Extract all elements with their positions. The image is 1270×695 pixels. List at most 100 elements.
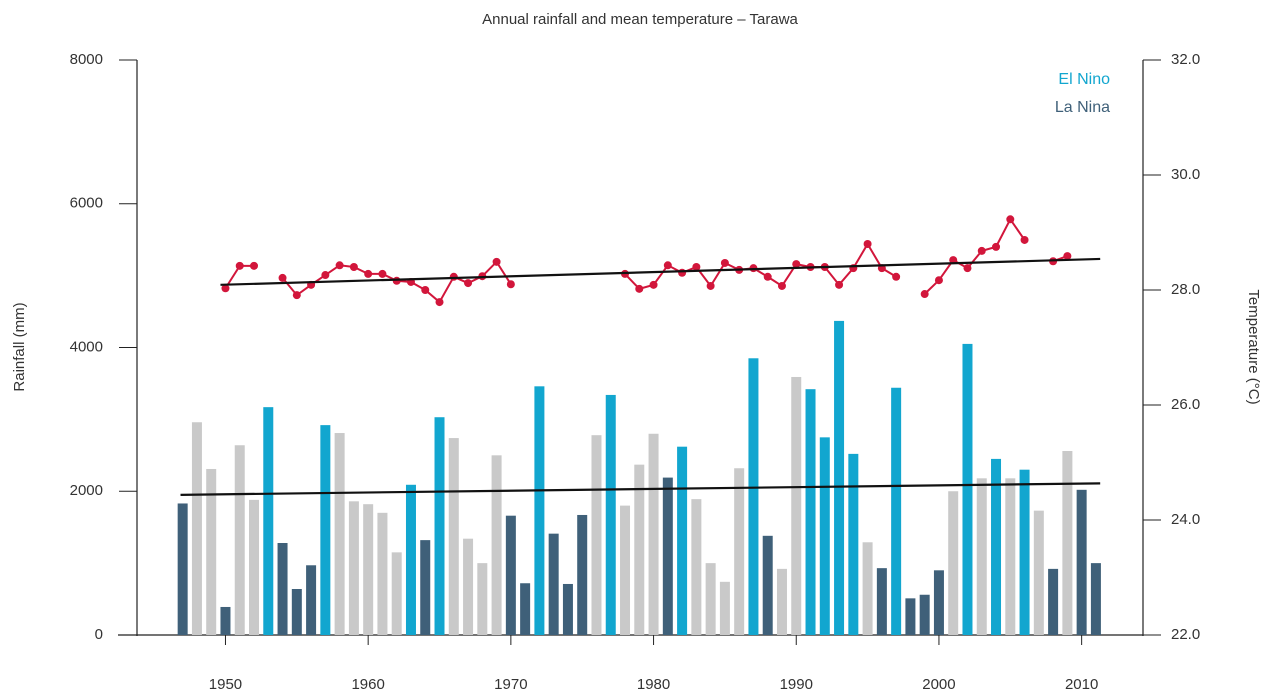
y2-tick-label: 22.0 bbox=[1171, 626, 1200, 643]
bar bbox=[876, 568, 887, 635]
bar bbox=[591, 435, 602, 635]
temperature-point bbox=[792, 260, 801, 269]
y-tick-label: 4000 bbox=[70, 338, 103, 355]
temperature-point bbox=[1063, 252, 1072, 261]
temperature-line bbox=[224, 217, 1068, 304]
bar bbox=[762, 535, 773, 635]
y-axis-label: Rainfall (mm) bbox=[11, 302, 28, 391]
bar bbox=[962, 343, 973, 635]
bar bbox=[1076, 489, 1087, 635]
temperature-point bbox=[863, 240, 872, 248]
temperature-point bbox=[221, 284, 230, 293]
x-tick-label: 2000 bbox=[922, 676, 955, 693]
bar bbox=[677, 446, 688, 635]
y2-tick-label: 30.0 bbox=[1171, 166, 1200, 183]
temperature-point bbox=[378, 269, 387, 278]
bar bbox=[1048, 568, 1059, 635]
bar bbox=[734, 468, 745, 635]
bar bbox=[1033, 510, 1044, 635]
bar bbox=[377, 512, 388, 635]
bar bbox=[577, 514, 588, 635]
temperature-point bbox=[321, 271, 330, 280]
x-tick-label: 1980 bbox=[637, 676, 670, 693]
bar bbox=[448, 438, 459, 635]
bar bbox=[348, 501, 359, 635]
bar bbox=[648, 433, 659, 635]
temperature-point bbox=[977, 246, 986, 255]
temperature-point bbox=[706, 281, 715, 290]
y2-axis-label: Temperature (°C) bbox=[1245, 289, 1262, 404]
temperature-point bbox=[949, 256, 958, 265]
temperature-point bbox=[763, 272, 772, 281]
bar bbox=[391, 552, 402, 635]
bar bbox=[705, 563, 716, 635]
bar bbox=[620, 505, 631, 635]
bar bbox=[263, 407, 274, 635]
trend-line bbox=[180, 482, 1101, 496]
bar bbox=[691, 499, 702, 635]
y-tick-label: 6000 bbox=[70, 195, 103, 212]
legend-entry: La Nina bbox=[1055, 99, 1110, 116]
bar bbox=[1019, 469, 1030, 635]
bar bbox=[848, 453, 859, 635]
bar bbox=[477, 563, 488, 635]
x-tick-label: 1960 bbox=[351, 676, 384, 693]
temperature-point bbox=[635, 284, 644, 293]
temperature-point bbox=[449, 272, 458, 281]
bar bbox=[420, 540, 431, 635]
temperature-point bbox=[278, 273, 287, 282]
bar bbox=[534, 386, 545, 635]
bar bbox=[491, 455, 502, 635]
bar bbox=[1090, 563, 1101, 635]
bar bbox=[191, 422, 202, 635]
bar bbox=[206, 468, 217, 635]
bar bbox=[805, 389, 816, 635]
temperature-point bbox=[692, 263, 701, 271]
y2-tick-label: 28.0 bbox=[1171, 281, 1200, 298]
bar bbox=[520, 583, 531, 635]
bar bbox=[463, 538, 474, 635]
temperature-point bbox=[492, 257, 501, 266]
y-tick-label: 2000 bbox=[70, 482, 103, 499]
bar bbox=[748, 358, 759, 635]
bar bbox=[662, 477, 673, 635]
temperature-point bbox=[421, 286, 430, 294]
temperature-point bbox=[835, 280, 844, 289]
bar bbox=[719, 581, 730, 635]
bar bbox=[862, 542, 873, 635]
bar bbox=[819, 437, 830, 635]
y-tick-label: 8000 bbox=[70, 51, 103, 68]
bar bbox=[605, 394, 616, 635]
temperature-point bbox=[464, 279, 473, 288]
temperature-point bbox=[649, 280, 658, 289]
temperature-point bbox=[934, 276, 943, 285]
temperature-point bbox=[892, 272, 901, 281]
y2-tick-label: 32.0 bbox=[1171, 51, 1200, 68]
x-tick-label: 1950 bbox=[209, 676, 242, 693]
bar bbox=[791, 376, 802, 635]
temperature-point bbox=[364, 269, 373, 278]
bar bbox=[548, 533, 559, 635]
x-tick-label: 1990 bbox=[780, 676, 813, 693]
temperature-point bbox=[235, 261, 244, 270]
y2-tick-label: 26.0 bbox=[1171, 396, 1200, 413]
temperature-point bbox=[506, 280, 515, 289]
temperature-point bbox=[777, 281, 786, 290]
x-tick-label: 1970 bbox=[494, 676, 527, 693]
bar bbox=[991, 458, 1002, 635]
temperature-point bbox=[920, 290, 929, 299]
y2-tick-label: 24.0 bbox=[1171, 511, 1200, 528]
bar bbox=[249, 499, 260, 635]
temperature-point bbox=[1020, 235, 1029, 244]
bar bbox=[234, 445, 245, 635]
bar bbox=[933, 570, 944, 635]
bar bbox=[562, 583, 573, 635]
bar bbox=[320, 425, 331, 635]
bar bbox=[505, 515, 516, 635]
bar bbox=[634, 464, 645, 635]
temperature-point bbox=[250, 261, 259, 270]
temperature-point bbox=[335, 261, 344, 270]
bar bbox=[220, 606, 231, 635]
y-tick-label: 0 bbox=[95, 626, 103, 643]
